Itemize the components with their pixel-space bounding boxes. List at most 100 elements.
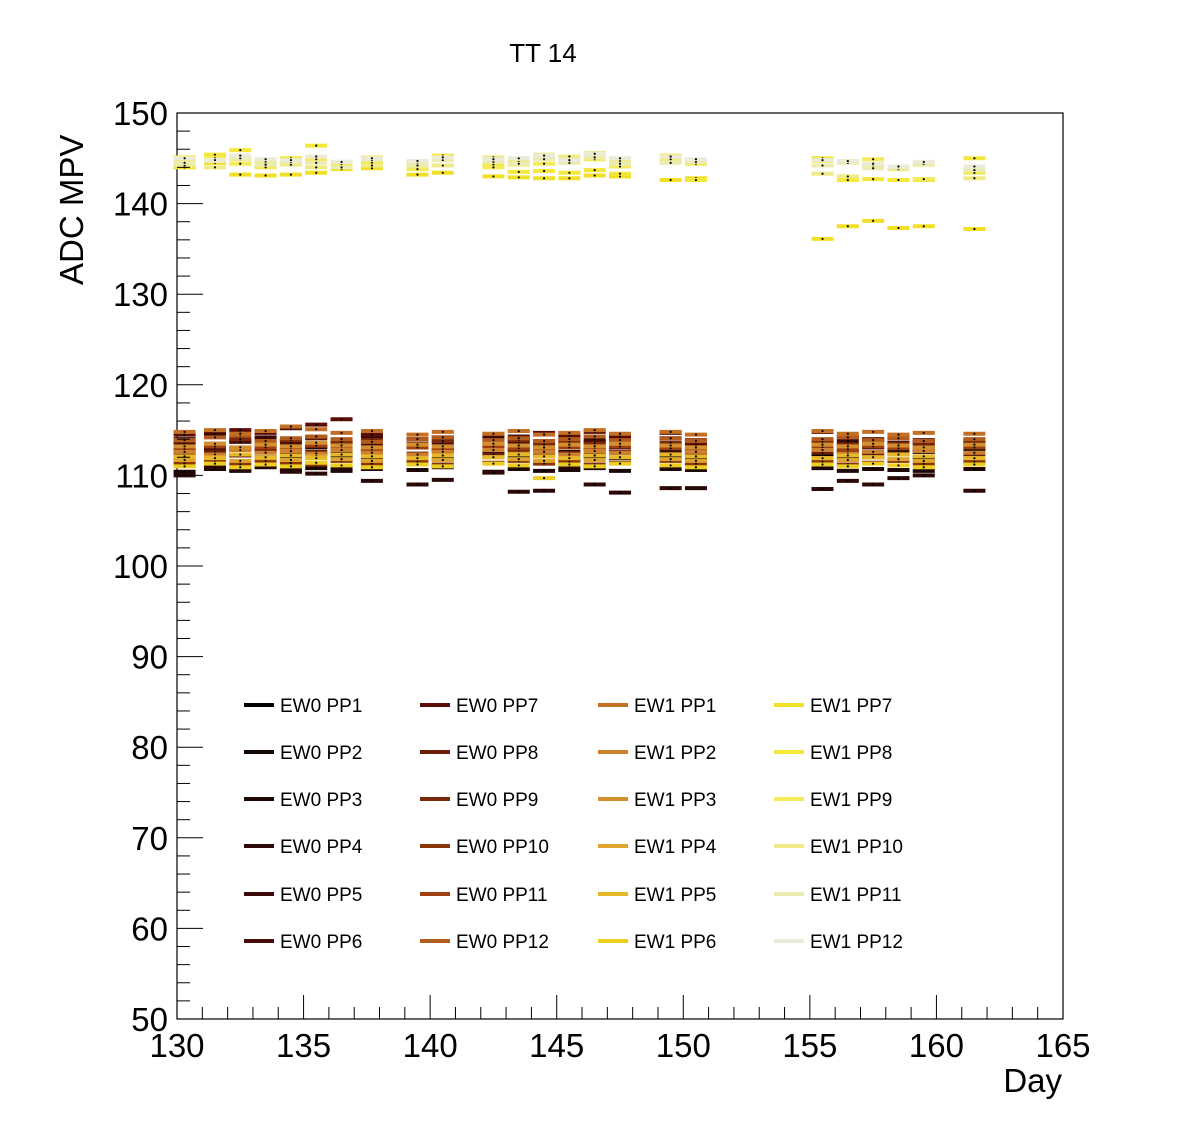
data-point — [315, 161, 318, 164]
legend-label: EW0 PP2 — [280, 743, 362, 764]
data-point — [517, 444, 520, 447]
x-tick-label: 130 — [149, 1027, 204, 1064]
legend-label: EW1 PP7 — [810, 696, 892, 717]
legend-entry: EW1 PP11 — [774, 885, 902, 906]
data-point — [416, 433, 419, 436]
data-point — [669, 486, 672, 490]
x-tick-label: 135 — [276, 1027, 331, 1064]
data-point — [694, 178, 698, 182]
data-marks — [173, 143, 986, 495]
data-point — [872, 219, 875, 222]
data-point — [183, 450, 186, 453]
data-point — [264, 443, 267, 446]
data-point — [492, 163, 495, 166]
data-point — [846, 445, 849, 448]
data-point — [593, 429, 596, 432]
data-point — [846, 175, 849, 178]
legend-entry: EW1 PP5 — [598, 885, 716, 906]
data-point — [973, 443, 976, 446]
data-point — [669, 464, 672, 467]
data-point — [289, 454, 293, 457]
data-point — [441, 465, 444, 468]
data-point — [669, 178, 672, 182]
data-point — [441, 436, 444, 439]
data-point — [239, 448, 242, 452]
data-point — [897, 468, 900, 472]
data-point — [340, 160, 343, 164]
legend-label: EW0 PP10 — [456, 837, 549, 858]
x-axis-label: Day — [1003, 1062, 1062, 1099]
data-point — [183, 462, 186, 465]
data-point — [897, 433, 900, 436]
data-point — [669, 437, 672, 440]
series-ew1-pp12 — [173, 151, 986, 169]
x-tick-label: 145 — [529, 1027, 584, 1064]
data-point — [289, 470, 293, 473]
x-tick-label: 150 — [656, 1027, 711, 1064]
data-point — [239, 466, 242, 469]
data-point — [239, 429, 242, 432]
data-point — [517, 467, 520, 471]
data-point — [517, 453, 520, 456]
data-point — [618, 172, 622, 175]
legend-label: EW0 PP7 — [456, 696, 538, 717]
legend-label: EW0 PP8 — [456, 743, 538, 764]
data-point — [264, 463, 267, 466]
data-point — [694, 433, 698, 436]
data-point — [922, 178, 925, 181]
data-point — [492, 175, 495, 178]
data-point — [694, 466, 698, 469]
data-point — [973, 489, 976, 492]
data-point — [669, 158, 672, 161]
data-point — [922, 439, 925, 443]
data-point — [568, 161, 571, 164]
data-point — [897, 447, 900, 450]
data-point — [315, 423, 318, 426]
data-point — [416, 468, 419, 472]
data-point — [973, 438, 976, 441]
x-tick-label: 140 — [403, 1027, 458, 1064]
data-point — [897, 477, 900, 480]
data-point — [340, 444, 343, 447]
data-point — [872, 450, 875, 453]
data-point — [213, 429, 217, 432]
data-point — [846, 458, 849, 462]
data-point — [492, 442, 495, 445]
data-point — [370, 433, 374, 436]
data-point — [416, 463, 419, 466]
data-point — [264, 446, 267, 449]
legend-label: EW1 PP1 — [634, 696, 716, 717]
data-point — [872, 483, 875, 486]
data-point — [183, 164, 186, 167]
data-point — [289, 461, 293, 464]
data-point — [568, 466, 571, 469]
data-point — [669, 155, 672, 158]
data-point — [370, 462, 374, 465]
legend-entry: EW0 PP10 — [420, 837, 549, 858]
data-point — [669, 453, 672, 456]
data-point — [618, 451, 622, 454]
data-point — [213, 153, 217, 156]
data-point — [492, 456, 495, 459]
data-point — [694, 439, 698, 443]
data-point — [821, 172, 824, 175]
legend-entry: EW0 PP9 — [420, 790, 538, 811]
data-point — [340, 431, 343, 434]
data-point — [618, 438, 622, 442]
data-point — [370, 167, 374, 170]
data-point — [872, 438, 875, 442]
legend-entry: EW1 PP1 — [598, 696, 716, 717]
data-point — [694, 443, 698, 446]
data-point — [542, 455, 546, 458]
data-point — [694, 459, 698, 463]
y-tick-label: 150 — [113, 95, 168, 132]
data-point — [213, 450, 217, 453]
data-point — [370, 429, 374, 433]
data-point — [542, 477, 546, 480]
data-point — [289, 159, 293, 162]
data-point — [821, 457, 824, 460]
data-point — [973, 463, 976, 466]
data-point — [492, 471, 495, 474]
data-point — [315, 171, 318, 174]
data-point — [492, 432, 495, 435]
